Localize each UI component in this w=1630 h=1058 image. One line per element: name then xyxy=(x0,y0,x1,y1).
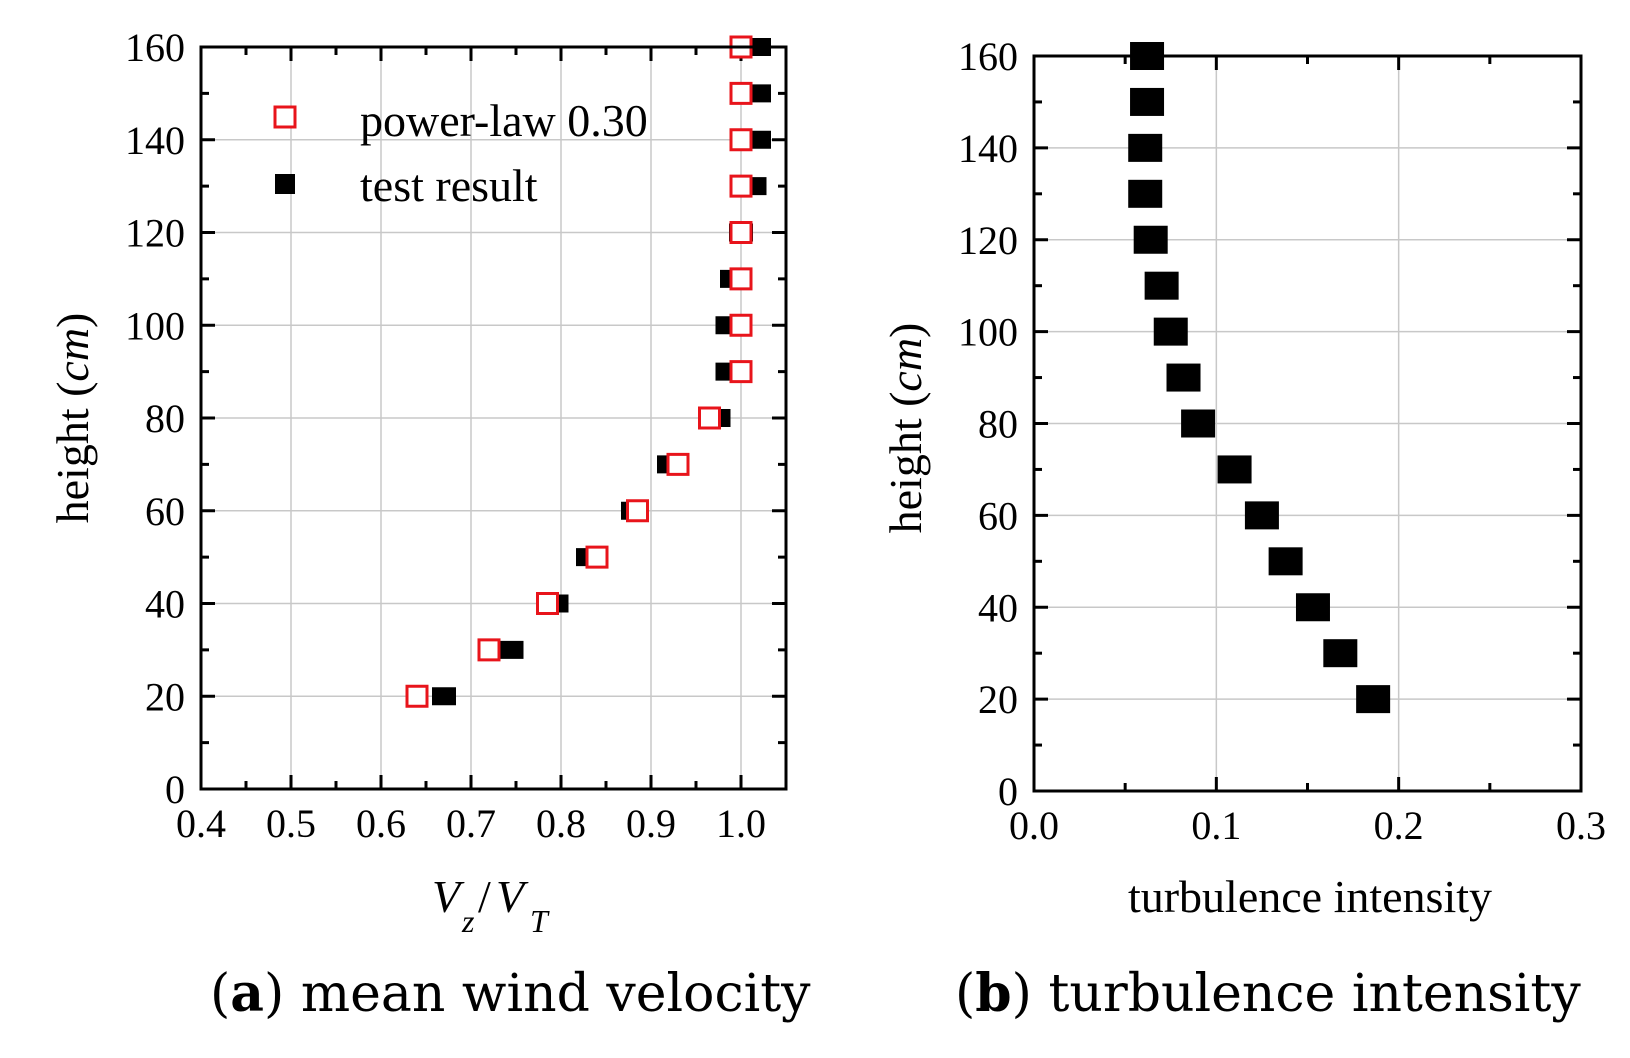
data-point-power-law xyxy=(585,545,609,569)
panel-a-legend: power-law 0.30 test result xyxy=(273,95,648,211)
data-point-turbulence xyxy=(1244,501,1279,530)
panel-a-grid xyxy=(201,47,786,789)
panel-b-grid xyxy=(1034,56,1581,791)
y-tick-label: 0 xyxy=(165,767,185,812)
data-point-power-law xyxy=(729,174,753,198)
panel-a-x-axis-title: V z / V T xyxy=(432,871,550,939)
data-point-power-law xyxy=(405,684,429,708)
panel-b-caption: (b) turbulence intensity xyxy=(955,963,1581,1024)
panel-b-y-axis-title: height (cm) xyxy=(880,323,931,534)
panel-b-x-axis-title: turbulence intensity xyxy=(1128,871,1492,922)
data-point-power-law xyxy=(666,452,690,476)
x-tick-label: 0.4 xyxy=(176,801,226,846)
x-tick-label: 0.9 xyxy=(626,801,676,846)
y-tick-label: 60 xyxy=(978,493,1018,538)
data-point-turbulence xyxy=(1166,363,1201,392)
data-point-turbulence xyxy=(1133,225,1168,254)
y-tick-label: 160 xyxy=(958,34,1018,79)
panel-a-caption: (a) mean wind velocity xyxy=(210,963,811,1024)
x-tick-label: 0.6 xyxy=(356,801,406,846)
data-point-power-law xyxy=(477,638,501,662)
x-tick-label: 0.8 xyxy=(536,801,586,846)
legend-marker-power-law xyxy=(273,105,297,129)
panel-b-chart: 0.0 0.1 0.2 0.3 0 20 40 60 80 100 120 140 160 height… xyxy=(880,34,1606,1024)
y-tick-label: 100 xyxy=(958,310,1018,355)
legend-label-power-law: power-law 0.30 xyxy=(360,95,648,146)
data-point-test-result xyxy=(432,687,456,706)
x-tick-label: 0.5 xyxy=(266,801,316,846)
panel-a-caption-letter: a xyxy=(230,963,264,1024)
data-point-turbulence xyxy=(1128,133,1163,162)
panel-a-ylabel-unit: cm xyxy=(47,328,98,382)
panel-a-ticks: 0.4 0.5 0.6 0.7 0.8 0.9 1.0 0 20 40 60 80 100 120 140 1… xyxy=(125,25,786,846)
data-point-turbulence xyxy=(1181,409,1216,438)
data-point-turbulence xyxy=(1217,455,1252,484)
panel-a-xlabel-sub-2: T xyxy=(530,903,550,939)
data-point-turbulence xyxy=(1153,317,1188,346)
y-tick-label: 80 xyxy=(145,396,185,441)
data-point-test-result xyxy=(499,640,524,659)
data-point-power-law xyxy=(729,221,753,244)
y-tick-label: 160 xyxy=(125,25,185,70)
data-point-turbulence xyxy=(1356,685,1391,714)
y-tick-label: 60 xyxy=(145,489,185,534)
x-tick-label: 0.2 xyxy=(1374,803,1424,848)
panel-b-caption-text: turbulence intensity xyxy=(1048,964,1581,1024)
y-tick-label: 20 xyxy=(978,677,1018,722)
panel-a-chart: 0.4 0.5 0.6 0.7 0.8 0.9 1.0 0 20 40 60 80 100 120 140 1… xyxy=(47,25,811,1024)
panel-b-marks xyxy=(1128,42,1391,714)
y-tick-label: 80 xyxy=(978,402,1018,447)
y-tick-label: 100 xyxy=(125,303,185,348)
x-tick-label: 0.7 xyxy=(446,801,496,846)
y-tick-label: 140 xyxy=(958,126,1018,171)
data-point-turbulence xyxy=(1268,547,1303,576)
data-point-power-law xyxy=(729,360,753,384)
x-tick-label: 1.0 xyxy=(716,801,766,846)
data-point-test-result xyxy=(747,84,771,103)
legend-label-test-result: test result xyxy=(360,160,538,211)
panel-a-marks xyxy=(405,35,771,708)
data-point-turbulence xyxy=(1130,87,1165,116)
panel-b-ylabel-prefix: height ( xyxy=(880,392,931,534)
panel-a-xlabel-main-1: V xyxy=(432,871,465,922)
data-point-power-law xyxy=(729,81,753,105)
panel-a-plot-frame xyxy=(199,45,788,791)
panel-a-xlabel-main-2: V xyxy=(496,871,529,922)
x-tick-label: 0.1 xyxy=(1191,803,1241,848)
data-point-turbulence xyxy=(1323,639,1358,668)
panel-b-caption-letter: b xyxy=(975,963,1011,1024)
x-tick-label: 0.3 xyxy=(1556,803,1606,848)
y-tick-label: 120 xyxy=(958,218,1018,263)
panel-b-ylabel-suffix: ) xyxy=(880,323,931,338)
y-tick-label: 120 xyxy=(125,211,185,256)
data-point-test-result xyxy=(747,130,771,149)
y-tick-label: 20 xyxy=(145,674,185,719)
data-point-turbulence xyxy=(1128,179,1163,208)
panel-b-ticks: 0.0 0.1 0.2 0.3 0 20 40 60 80 100 120 140 160 xyxy=(958,34,1606,848)
panel-b-plot-frame xyxy=(1032,54,1583,793)
data-point-power-law xyxy=(536,592,559,615)
y-tick-label: 0 xyxy=(998,769,1018,814)
panel-a-ylabel-suffix: ) xyxy=(47,313,98,328)
panel-a-y-axis-title: height (cm) xyxy=(47,313,98,524)
panel-a-caption-text: mean wind velocity xyxy=(301,964,811,1024)
x-tick-label: 0.0 xyxy=(1009,803,1059,848)
data-point-power-law xyxy=(729,128,753,152)
panel-a-xlabel-sub-1: z xyxy=(461,903,475,939)
y-tick-label: 140 xyxy=(125,118,185,163)
y-tick-label: 40 xyxy=(978,585,1018,630)
data-point-turbulence xyxy=(1295,593,1330,622)
panel-a-ylabel-prefix: height ( xyxy=(47,382,98,524)
legend-marker-test-result xyxy=(275,174,295,194)
data-point-turbulence xyxy=(1144,271,1179,300)
y-tick-label: 40 xyxy=(145,582,185,627)
data-point-power-law xyxy=(626,499,649,523)
data-point-power-law xyxy=(729,267,753,291)
panel-a-xlabel-slash: / xyxy=(478,871,491,922)
data-point-power-law xyxy=(729,313,753,337)
panel-b-ylabel-unit: cm xyxy=(880,338,931,392)
data-point-power-law xyxy=(698,406,721,430)
